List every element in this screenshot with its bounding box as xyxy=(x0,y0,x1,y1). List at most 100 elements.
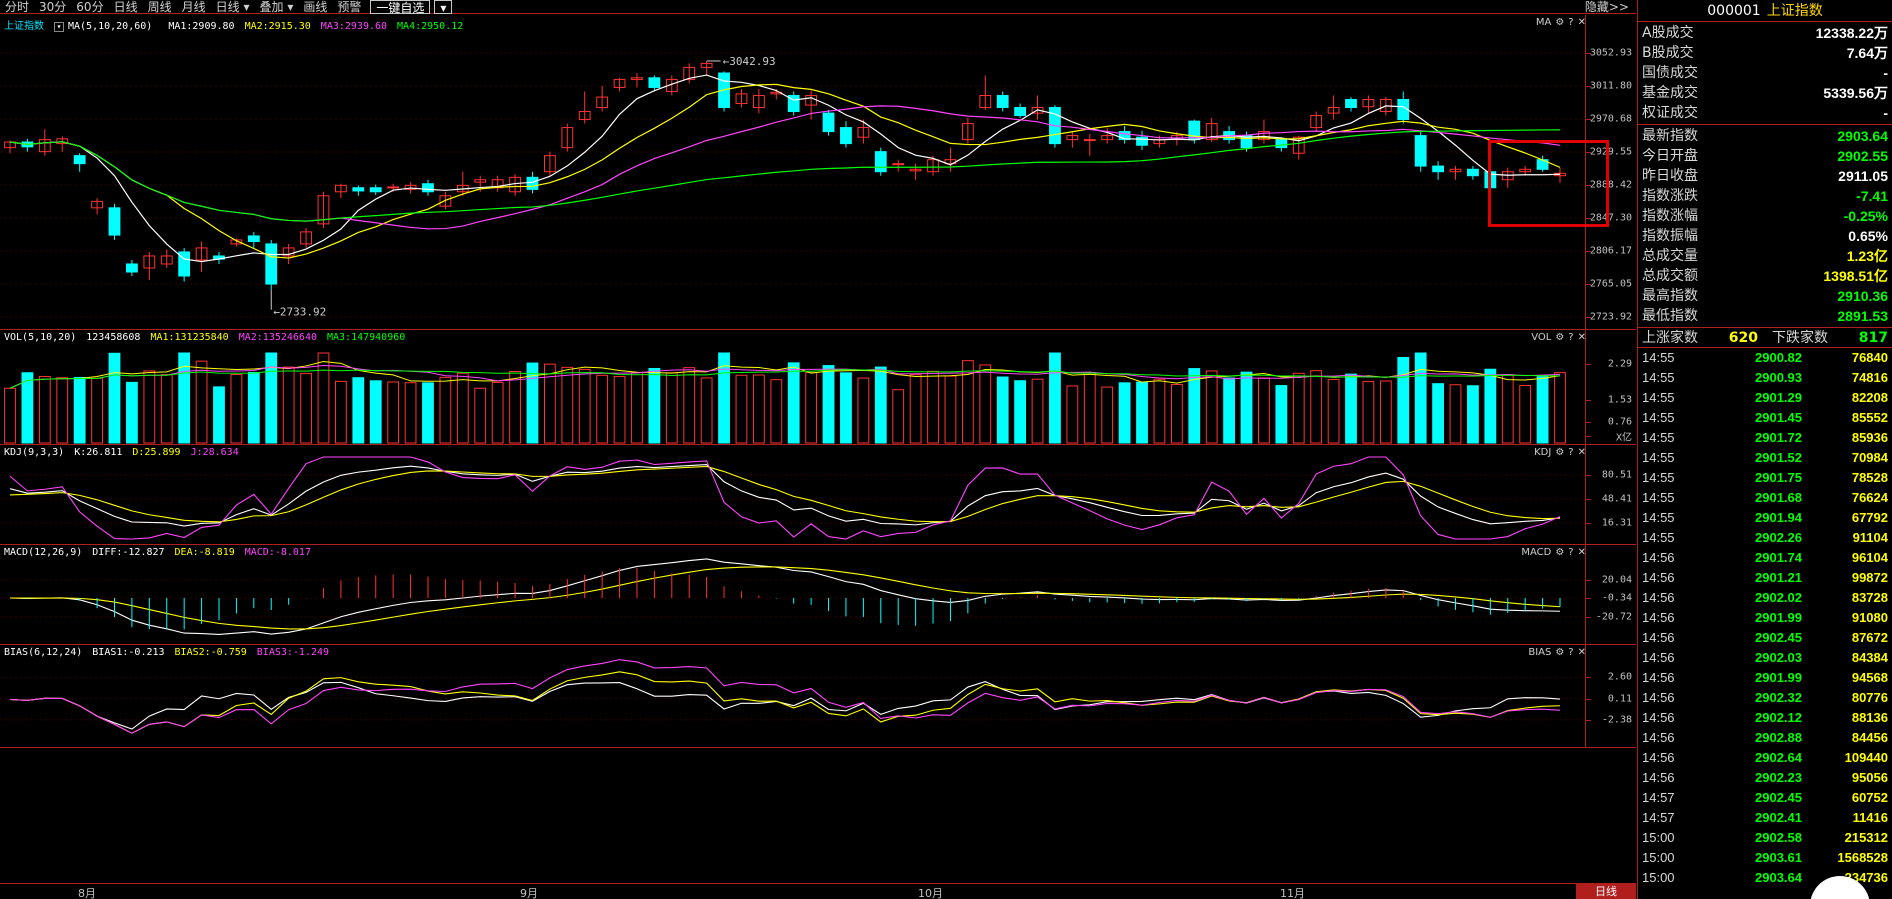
volume-bar[interactable] xyxy=(1136,381,1148,444)
volume-bar[interactable] xyxy=(996,376,1009,444)
volume-bar[interactable] xyxy=(1292,372,1305,444)
candle-body[interactable] xyxy=(1136,136,1148,146)
volume-bar[interactable] xyxy=(1379,380,1392,444)
candle-body[interactable] xyxy=(996,94,1009,109)
candle-body[interactable] xyxy=(526,176,539,190)
candle-body[interactable] xyxy=(1449,168,1462,173)
volume-bar[interactable] xyxy=(1205,370,1218,444)
candle-body[interactable] xyxy=(1083,139,1096,142)
candle-body[interactable] xyxy=(317,195,330,225)
tick-list[interactable]: 14:55 2900.82 76840 14:55 2900.93 74816 14:55 2… xyxy=(1638,348,1892,888)
volume-bar[interactable] xyxy=(369,380,382,444)
gear-icon[interactable]: ⚙ xyxy=(1555,17,1565,28)
close-icon[interactable]: ✕ xyxy=(1577,332,1586,343)
volume-bar[interactable] xyxy=(1554,372,1566,444)
volume-bar[interactable] xyxy=(213,386,225,444)
close-icon[interactable]: ✕ xyxy=(1577,17,1586,28)
help-icon[interactable]: ? xyxy=(1568,332,1574,343)
candle-body[interactable] xyxy=(857,127,870,138)
candle-body[interactable] xyxy=(247,235,260,243)
candle-body[interactable] xyxy=(1467,168,1479,177)
volume-bar[interactable] xyxy=(387,381,400,444)
volume-bar[interactable] xyxy=(422,382,434,444)
volume-bar[interactable] xyxy=(752,374,765,444)
macd-plot[interactable] xyxy=(0,545,1585,645)
volume-bar[interactable] xyxy=(1432,383,1444,444)
toolbar-item-2[interactable]: 60分 xyxy=(76,0,104,14)
volume-bar[interactable] xyxy=(1014,380,1027,444)
volume-bar[interactable] xyxy=(247,371,260,444)
volume-bar[interactable] xyxy=(874,366,887,444)
candle-body[interactable] xyxy=(578,111,591,121)
volume-bar[interactable] xyxy=(1101,386,1114,444)
candle-body[interactable] xyxy=(822,112,835,133)
gear-icon[interactable]: ⚙ xyxy=(1555,332,1565,343)
candle-body[interactable] xyxy=(979,94,992,109)
volume-bar[interactable] xyxy=(578,368,591,444)
candle-body[interactable] xyxy=(126,263,138,273)
main-kline-pane[interactable]: ←3042.93 ←2733.92 上证指数 ▾ MA(5,10,20,60) MA1… xyxy=(0,15,1636,330)
candle-body[interactable] xyxy=(787,94,800,113)
candle-body[interactable] xyxy=(1275,139,1288,149)
toolbar-item-3[interactable]: 日线 xyxy=(113,0,138,14)
volume-bar[interactable] xyxy=(1066,385,1079,444)
candle-body[interactable] xyxy=(108,207,121,236)
volume-bar[interactable] xyxy=(543,363,556,444)
candle-body[interactable] xyxy=(1397,98,1410,121)
gear-icon[interactable]: ⚙ xyxy=(1555,447,1565,458)
candle-body[interactable] xyxy=(596,96,609,109)
period-button[interactable]: 日线 xyxy=(1576,884,1636,899)
kdj-plot[interactable] xyxy=(0,445,1585,545)
volume-bar[interactable] xyxy=(1345,373,1357,444)
candle-body[interactable] xyxy=(683,66,696,80)
volume-bar[interactable] xyxy=(1310,370,1323,444)
volume-bar[interactable] xyxy=(300,372,312,444)
candle-body[interactable] xyxy=(648,77,661,88)
candle-body[interactable] xyxy=(404,184,417,190)
candle-body[interactable] xyxy=(1258,131,1270,141)
volume-bar[interactable] xyxy=(38,375,51,444)
gear-icon[interactable]: ⚙ xyxy=(1555,547,1565,558)
toolbar-item-9[interactable]: 预警 xyxy=(337,0,362,14)
bias-plot[interactable] xyxy=(0,645,1585,748)
candle-body[interactable] xyxy=(422,183,434,193)
candle-body[interactable] xyxy=(1205,123,1218,141)
volume-plot[interactable] xyxy=(0,330,1585,445)
volume-bar[interactable] xyxy=(840,372,852,444)
candle-body[interactable] xyxy=(1327,107,1340,114)
candle-body[interactable] xyxy=(543,155,556,173)
help-icon[interactable]: ? xyxy=(1568,547,1574,558)
candle-body[interactable] xyxy=(874,151,887,173)
close-icon[interactable]: ✕ xyxy=(1577,447,1586,458)
toolbar-item-7[interactable]: 叠加 xyxy=(254,0,298,14)
volume-bar[interactable] xyxy=(178,352,191,444)
volume-bar[interactable] xyxy=(631,372,643,444)
volume-bar[interactable] xyxy=(1223,377,1236,444)
volume-bar[interactable] xyxy=(805,372,818,444)
candle-body[interactable] xyxy=(439,195,452,207)
help-icon[interactable]: ? xyxy=(1568,447,1574,458)
volume-bar[interactable] xyxy=(439,376,452,444)
volume-bar[interactable] xyxy=(1275,385,1288,444)
volume-bar[interactable] xyxy=(718,352,730,444)
volume-bar[interactable] xyxy=(683,367,696,444)
volume-bar[interactable] xyxy=(21,372,34,444)
candle-body[interactable] xyxy=(73,155,86,165)
candle-body[interactable] xyxy=(700,62,713,68)
volume-bar[interactable] xyxy=(735,374,748,444)
candle-body[interactable] xyxy=(160,255,173,265)
volume-bar[interactable] xyxy=(91,377,103,444)
candle-body[interactable] xyxy=(1118,131,1131,141)
candle-body[interactable] xyxy=(961,123,974,141)
candle-body[interactable] xyxy=(178,251,191,277)
kdj-pane[interactable]: KDJ(9,3,3) K:26.811 D:25.899 J:28.634 KDJ ⚙?… xyxy=(0,445,1636,545)
volume-bar[interactable] xyxy=(1501,374,1514,444)
volume-bar[interactable] xyxy=(126,381,138,444)
volume-bar[interactable] xyxy=(1118,382,1131,444)
candle-body[interactable] xyxy=(335,184,347,193)
candle-body[interactable] xyxy=(352,187,365,192)
candle-body[interactable] xyxy=(1414,135,1427,167)
volume-bar[interactable] xyxy=(787,362,800,444)
volume-bar[interactable] xyxy=(4,387,16,444)
volume-bar[interactable] xyxy=(1467,385,1479,444)
